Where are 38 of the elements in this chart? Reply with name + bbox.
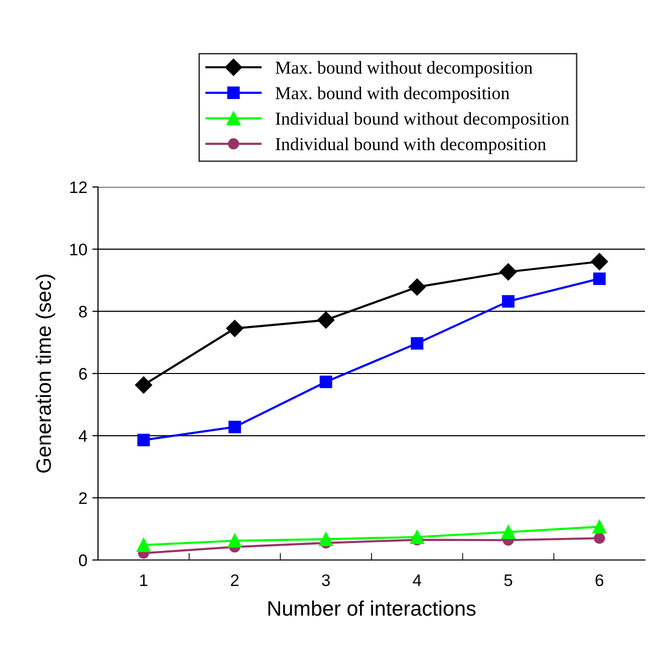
point <box>592 520 606 534</box>
point <box>500 263 517 280</box>
y-tick-label: 0 <box>78 554 87 566</box>
point <box>320 376 332 388</box>
y-tick-label: 6 <box>79 368 87 380</box>
y-tick-label: 8 <box>79 306 87 318</box>
legend-label: Individual bound without decomposition <box>276 112 570 128</box>
point <box>136 538 151 552</box>
point <box>226 320 244 337</box>
point <box>502 295 514 308</box>
x-tick-label: 5 <box>504 574 512 586</box>
point <box>228 420 241 434</box>
x-axis-title: Number of interactions <box>268 600 476 616</box>
point <box>410 337 424 350</box>
point <box>228 534 242 548</box>
point <box>408 278 426 296</box>
x-tick-label: 6 <box>596 574 604 586</box>
point <box>137 434 150 446</box>
y-tick-label: 2 <box>79 492 87 504</box>
point <box>594 532 605 544</box>
y-tick-label: 10 <box>70 244 87 256</box>
point <box>410 530 424 544</box>
point <box>501 525 516 539</box>
x-tick-label: 4 <box>412 574 422 586</box>
legend-label: Individual bound with decomposition <box>276 138 546 154</box>
x-tick-label: 1 <box>140 574 148 586</box>
legend-label: Max. bound without decomposition <box>276 61 533 78</box>
legend-label: Max. bound with decomposition <box>276 86 510 103</box>
y-tick-label: 12 <box>70 181 87 194</box>
point <box>593 272 606 285</box>
point <box>318 532 333 546</box>
point <box>590 253 608 270</box>
y-axis-title: Generation time (sec) <box>36 274 56 473</box>
point <box>135 376 152 394</box>
point <box>317 311 334 329</box>
x-tick-label: 3 <box>322 574 330 586</box>
y-tick-label: 4 <box>78 430 88 442</box>
x-tick-label: 2 <box>230 574 239 586</box>
